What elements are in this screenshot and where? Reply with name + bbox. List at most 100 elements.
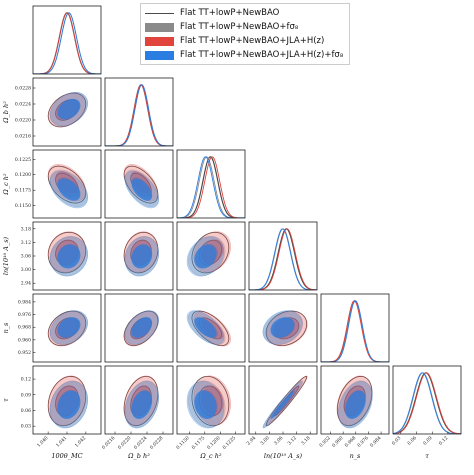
panel-frame <box>32 149 102 219</box>
x-axis-label: 100θ_MC <box>51 452 82 460</box>
panel-frame <box>176 293 246 363</box>
y-tick-label: 0.968 <box>18 325 31 331</box>
panel-4-2 <box>176 293 246 363</box>
legend-entry-4: Flat TT+lowP+NewBAO+JLA+H(z)+fσ₈ <box>145 48 343 62</box>
x-tick-label: 0.03 <box>391 435 403 447</box>
x-tick-label: 3.12 <box>287 435 299 447</box>
y-tick-label: 2.94 <box>21 281 31 287</box>
contour-68-3 <box>57 317 81 338</box>
y-tick-label: 0.0224 <box>15 102 31 108</box>
panel-frame <box>320 293 390 363</box>
x-tick-label: 3.18 <box>300 435 312 447</box>
y-tick-label: 0.03 <box>21 424 31 430</box>
panel-frame <box>320 365 390 435</box>
posterior-curve-0 <box>321 300 389 362</box>
y-axis-label: Ω_b h² <box>2 101 10 124</box>
x-axis-label: τ <box>425 452 429 460</box>
panel-2-1 <box>104 149 174 219</box>
panel-frame <box>104 221 174 291</box>
contour-68-3 <box>345 390 366 419</box>
contour-68-3 <box>131 178 153 201</box>
y-tick-label: 3.06 <box>21 254 31 260</box>
y-axis-label: Ω_c h² <box>2 173 10 196</box>
panel-2-2 <box>176 149 246 219</box>
x-tick-label: 2.94 <box>246 435 258 447</box>
contour-68-3 <box>57 390 81 419</box>
x-tick-label: 3.06 <box>273 435 285 447</box>
y-tick-label: 0.0228 <box>15 86 31 92</box>
panel-frame <box>392 365 462 435</box>
y-tick-label: 3.18 <box>21 226 31 232</box>
y-tick-label: 0.976 <box>18 312 31 318</box>
posterior-curve-2 <box>393 372 461 434</box>
y-tick-label: 0.1200 <box>15 172 31 178</box>
x-tick-label: 0.0216 <box>101 435 117 451</box>
panel-2-0: 0.1150 0.1175 0.1200 0.1225 Ω_c h² <box>2 149 102 219</box>
panel-frame <box>248 221 318 291</box>
x-tick-label: 0.1200 <box>206 435 222 451</box>
posterior-curve-3 <box>105 84 173 146</box>
y-tick-label: 0.12 <box>21 377 31 383</box>
panel-0-0 <box>32 5 102 75</box>
posterior-curve-3 <box>321 300 389 362</box>
legend-label-4: Flat TT+lowP+NewBAO+JLA+H(z)+fσ₈ <box>180 50 344 60</box>
panel-5-0: 1.040 1.041 1.042 100θ_MC 0.03 0.06 0.09 0.12 τ <box>2 365 102 460</box>
x-axis-label: Ω_c h² <box>199 452 222 460</box>
y-tick-label: 0.0216 <box>15 134 31 140</box>
contour-68-3 <box>194 244 217 269</box>
x-tick-label: 0.0228 <box>149 435 165 451</box>
legend-entry-3: Flat TT+lowP+NewBAO+JLA+H(z) <box>145 34 343 48</box>
y-axis-label: τ <box>2 398 10 402</box>
contour-68-3 <box>57 244 81 269</box>
posterior-curve-0 <box>249 228 317 290</box>
legend-swatch-4 <box>145 50 174 60</box>
panel-3-3 <box>248 221 318 291</box>
x-tick-label: 0.12 <box>438 435 450 447</box>
x-tick-label: 0.968 <box>344 435 358 449</box>
x-tick-label: 3.00 <box>259 435 271 447</box>
legend-swatch-1 <box>145 12 174 14</box>
x-tick-label: 0.976 <box>356 435 370 449</box>
panel-frame <box>176 365 246 435</box>
x-tick-label: 1.041 <box>55 435 69 449</box>
legend: Flat TT+lowP+NewBAO Flat TT+lowP+NewBAO+… <box>140 3 351 65</box>
x-axis-label: ln(10¹⁰ A_s) <box>264 452 303 460</box>
y-tick-label: 0.06 <box>21 408 31 414</box>
panel-frame <box>176 149 246 219</box>
contour-68-3 <box>57 98 81 120</box>
contour-68-3 <box>270 390 295 419</box>
x-tick-label: 1.040 <box>36 435 50 449</box>
legend-label-1: Flat TT+lowP+NewBAO <box>180 8 280 18</box>
panel-3-0: 2.94 3.00 3.06 3.12 3.18 ln(10¹⁰ A_s) <box>2 221 102 291</box>
contour-68-3 <box>131 390 153 419</box>
legend-swatch-3 <box>145 36 174 46</box>
posterior-curve-2 <box>105 84 173 146</box>
x-axis-label: n_s <box>350 452 361 460</box>
x-tick-label: 0.1175 <box>191 435 207 451</box>
x-tick-label: 0.09 <box>422 435 434 447</box>
y-tick-label: 0.960 <box>18 337 31 343</box>
contour-68-3 <box>194 390 217 419</box>
legend-label-3: Flat TT+lowP+NewBAO+JLA+H(z) <box>180 36 325 46</box>
panel-1-0: 0.0216 0.0220 0.0224 0.0228 Ω_b h² <box>2 77 102 147</box>
x-tick-label: 0.1150 <box>175 435 191 451</box>
panel-frame <box>32 293 102 363</box>
y-axis-label: n_s <box>2 322 10 333</box>
posterior-curve-0 <box>33 12 101 74</box>
panel-1-1 <box>104 77 174 147</box>
legend-entry-2: Flat TT+lowP+NewBAO+fσ₈ <box>145 20 343 34</box>
y-tick-label: 0.1150 <box>15 203 31 209</box>
x-tick-label: 1.042 <box>74 435 88 449</box>
x-tick-label: 0.06 <box>406 435 418 447</box>
panel-frame <box>176 221 246 291</box>
posterior-curve-1 <box>105 84 173 146</box>
panel-5-3: 2.94 3.00 3.06 3.12 3.18 ln(10¹⁰ A_s) <box>246 365 318 460</box>
y-tick-label: 0.0220 <box>15 118 31 124</box>
panel-frame <box>248 293 318 363</box>
panel-frame <box>32 77 102 147</box>
x-tick-label: 0.984 <box>369 435 383 449</box>
panel-3-1 <box>104 221 174 291</box>
posterior-curve-2 <box>33 12 101 74</box>
